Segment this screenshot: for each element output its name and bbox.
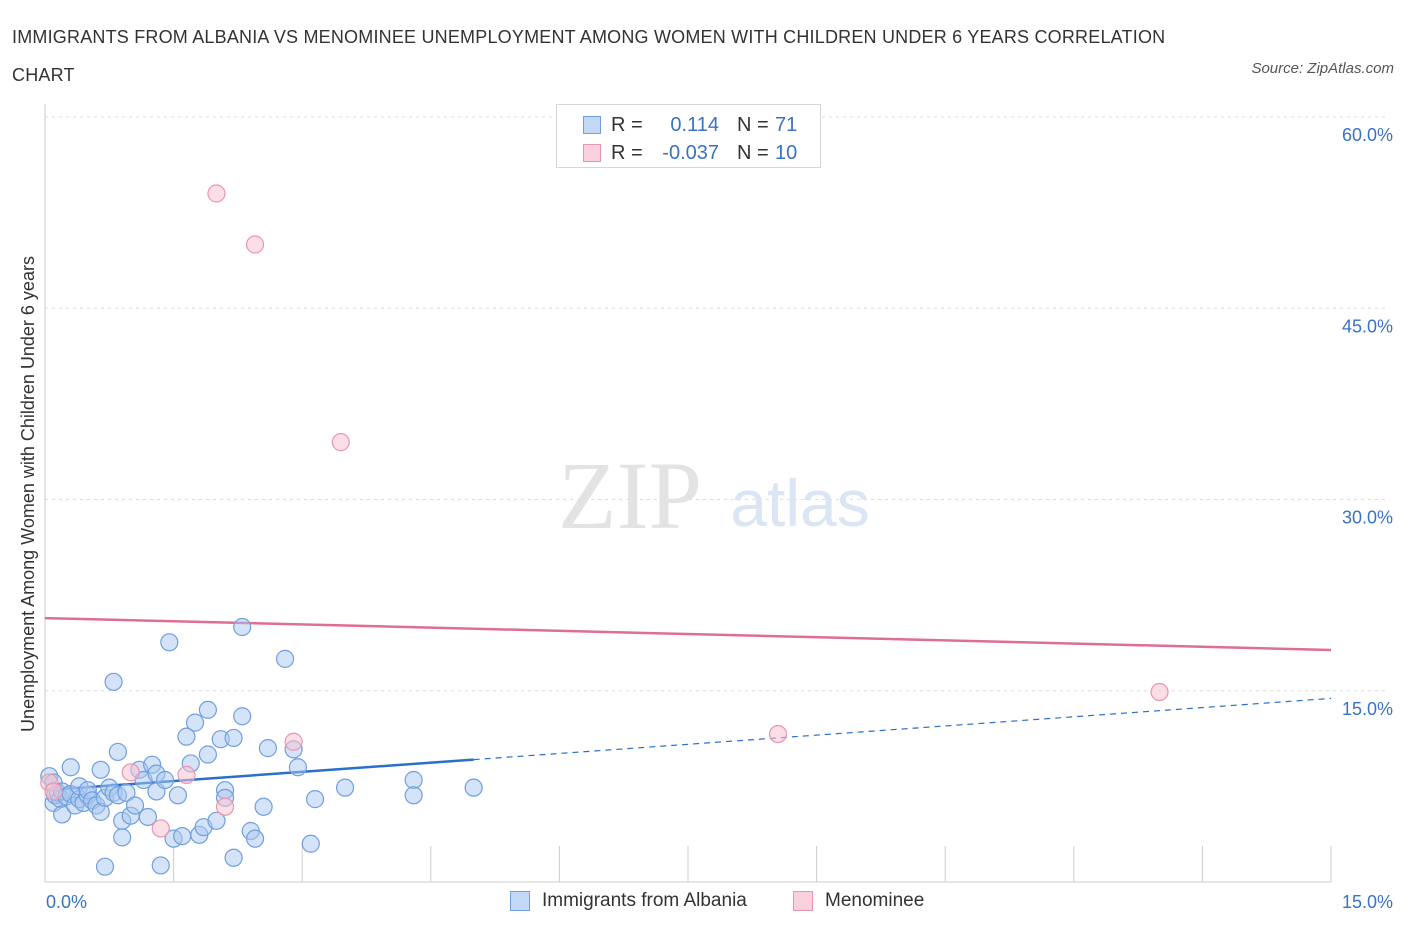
menominee-trend-line — [44, 616, 1332, 652]
menominee-swatch — [793, 891, 813, 911]
albania-point — [91, 760, 110, 779]
legend-item-label: Immigrants from Albania — [542, 890, 747, 911]
albania-point — [95, 857, 115, 876]
albania-point — [117, 783, 136, 802]
legend-item-label: Menominee — [825, 890, 925, 911]
legend-n-label: N = — [737, 141, 769, 164]
legend-item-albania[interactable]: Immigrants from Albania — [510, 890, 747, 912]
y-tick-label: 15.0% — [1342, 699, 1393, 719]
legend-r-value: -0.037 — [662, 141, 719, 164]
menominee-point — [44, 782, 63, 801]
albania-point — [160, 633, 179, 652]
menominee-point — [331, 433, 350, 452]
albania-point — [207, 811, 226, 830]
y-tick-label: 60.0% — [1342, 125, 1393, 145]
albania-swatch — [510, 891, 530, 911]
menominee-point — [1150, 682, 1169, 702]
albania-point — [168, 786, 187, 805]
legend-row-menominee: R = -0.037 N = 10 — [583, 141, 797, 165]
watermark-zip: ZIP — [558, 442, 702, 549]
watermark-atlas: atlas — [730, 466, 869, 540]
menominee-point — [768, 724, 788, 744]
correlation-legend: R = 0.114 N = 71 R = -0.037 N = 10 — [556, 104, 821, 168]
legend-n-value: 71 — [775, 113, 798, 136]
albania-point — [61, 758, 80, 777]
chart-title: IMMIGRANTS FROM ALBANIA VS MENOMINEE UNE… — [12, 27, 1166, 85]
y-tick-label: 45.0% — [1342, 316, 1393, 336]
albania-point — [138, 807, 157, 827]
albania-point — [288, 758, 308, 777]
legend-row-albania: R = 0.114 N = 71 — [583, 113, 797, 137]
albania-point — [185, 713, 205, 732]
albania-point — [151, 856, 170, 875]
albania-point — [113, 828, 132, 847]
data-points — [40, 184, 1169, 876]
legend-item-menominee[interactable]: Menominee — [793, 890, 924, 912]
menominee-point — [245, 235, 265, 254]
albania-point — [177, 727, 196, 746]
axes — [44, 104, 1332, 883]
legend-n-value: 10 — [775, 141, 798, 164]
albania-swatch — [583, 116, 601, 134]
menominee-point — [284, 732, 303, 751]
albania-point — [125, 796, 145, 815]
x-tick-label: 15.0% — [1342, 892, 1393, 912]
albania-point — [245, 829, 265, 848]
albania-point — [305, 790, 325, 809]
albania-point — [301, 834, 320, 853]
legend-r-label: R = — [611, 113, 643, 136]
albania-point — [53, 805, 72, 824]
albania-point — [233, 617, 252, 637]
x-tick-label: 0.0% — [46, 892, 87, 912]
y-axis-label: Unemployment Among Women with Children U… — [18, 256, 38, 732]
albania-point — [233, 707, 252, 726]
albania-point — [108, 742, 127, 762]
watermark: ZIP atlas — [558, 442, 870, 549]
menominee-swatch — [583, 144, 601, 162]
menominee-point — [215, 797, 235, 816]
albania-point — [224, 848, 243, 867]
albania-point — [104, 672, 123, 691]
albania-point — [404, 786, 423, 805]
albania-point — [155, 770, 175, 790]
legend-n-label: N = — [737, 113, 769, 136]
albania-point — [258, 739, 278, 758]
albania-point — [198, 745, 217, 764]
tick-labels: 15.0% 30.0% 45.0% 60.0% 0.0% 15.0% — [46, 125, 1393, 912]
trend-lines — [44, 616, 1332, 792]
albania-point — [198, 700, 217, 719]
albania-point — [404, 770, 423, 790]
albania-point — [464, 778, 483, 797]
series-legend: Immigrants from Albania Menominee — [0, 890, 1406, 914]
menominee-point — [207, 184, 226, 203]
menominee-point — [121, 763, 140, 782]
albania-point — [275, 649, 295, 668]
albania-point — [335, 778, 355, 797]
legend-r-value: 0.114 — [670, 113, 719, 136]
source-label: Source: ZipAtlas.com — [1251, 60, 1394, 77]
y-tick-label: 30.0% — [1342, 508, 1393, 528]
legend-r-label: R = — [611, 141, 643, 164]
albania-point — [254, 797, 273, 816]
albania-trend-extension — [473, 697, 1332, 761]
menominee-point — [151, 819, 170, 838]
grid-lines — [45, 116, 1386, 692]
albania-point — [173, 826, 192, 846]
menominee-point — [177, 765, 196, 785]
albania-point — [224, 728, 243, 748]
